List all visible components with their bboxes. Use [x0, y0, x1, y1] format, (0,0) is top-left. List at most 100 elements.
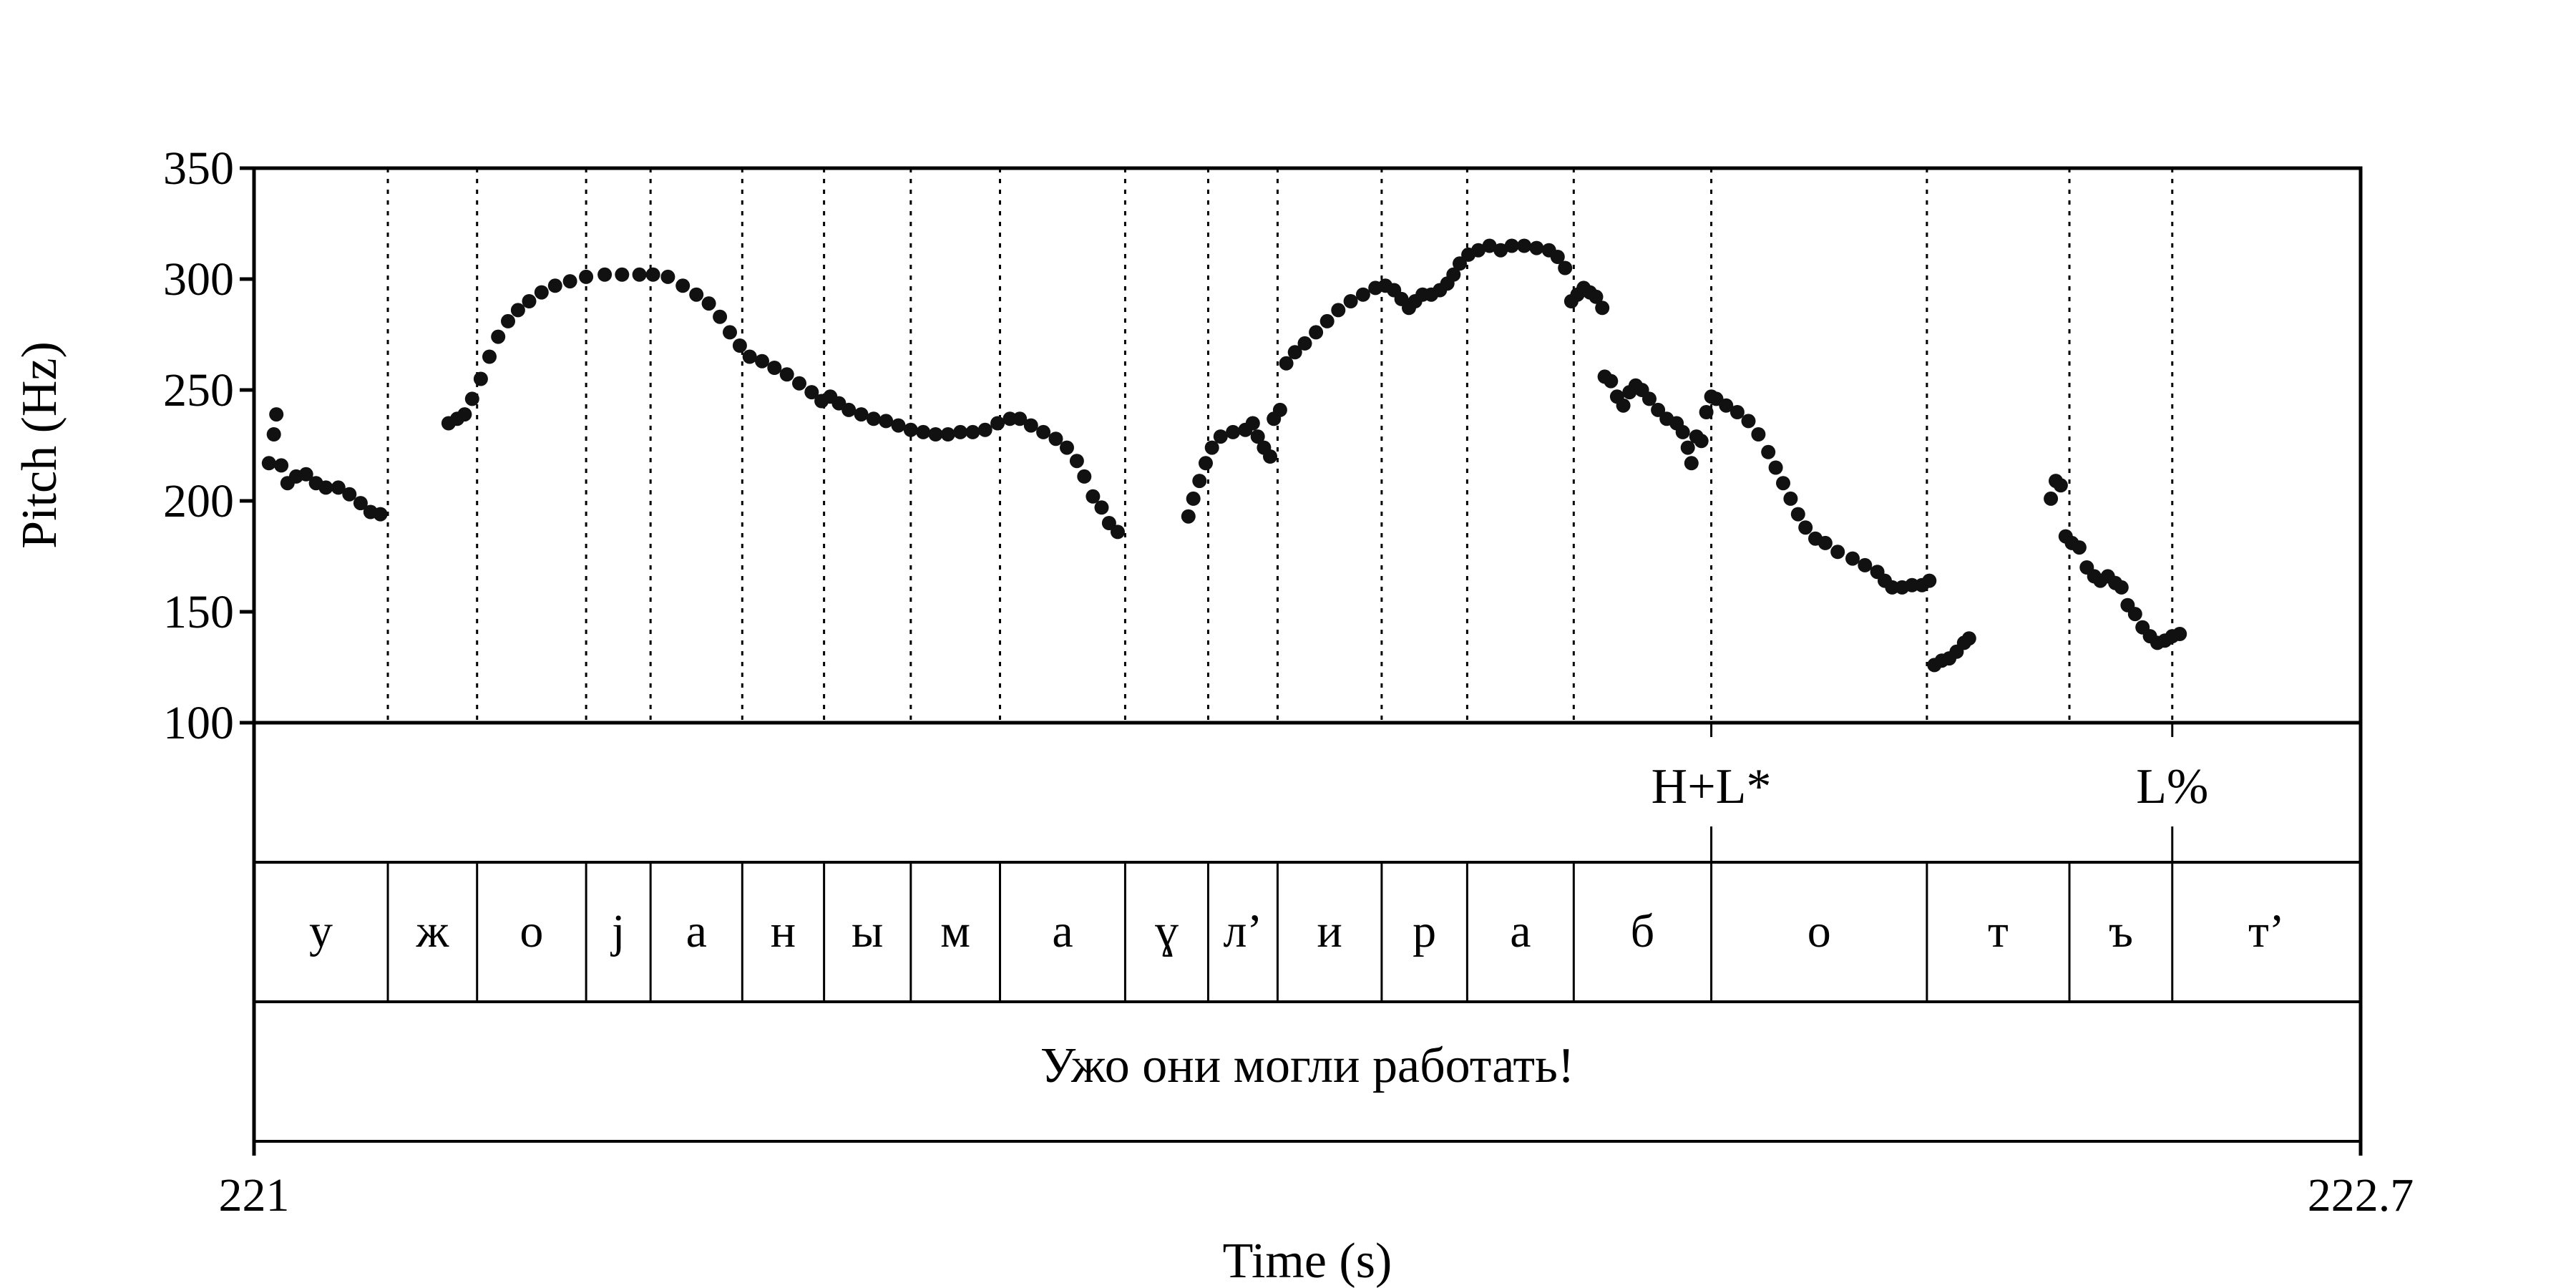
pitch-point	[534, 285, 549, 300]
pitch-point	[1343, 294, 1358, 308]
pitch-point	[1355, 287, 1370, 302]
pitch-point	[2114, 580, 2129, 595]
pitch-point	[2053, 478, 2068, 493]
phone-label: ъ	[2109, 905, 2133, 957]
pitch-point	[1845, 551, 1860, 566]
segment-boundaries	[386, 168, 2174, 1002]
pitch-point	[1002, 411, 1018, 426]
pitch-point	[1783, 491, 1798, 506]
pitch-point	[261, 456, 276, 471]
pitch-point	[266, 427, 281, 441]
pitch-point	[547, 278, 562, 293]
pitch-point	[491, 329, 506, 344]
pitch-point	[1036, 424, 1051, 439]
pitch-point	[353, 496, 368, 511]
pitch-point	[645, 267, 660, 282]
phone-label: о	[1807, 905, 1831, 957]
phone-label: ж	[416, 905, 449, 957]
pitch-point	[1263, 449, 1277, 464]
tone-tier-frame	[253, 721, 2362, 864]
pitch-point	[977, 422, 992, 437]
pitch-point	[1446, 267, 1461, 282]
phone-label: н	[771, 905, 796, 957]
pitch-point	[1023, 418, 1038, 433]
pitch-point	[269, 407, 284, 422]
pitch-point	[1751, 427, 1766, 441]
pitch-point	[1616, 398, 1631, 413]
pitch-point	[879, 414, 894, 429]
pitch-point	[1675, 424, 1690, 439]
pitch-point	[482, 349, 497, 364]
y-axis-label: Pitch (Hz)	[12, 341, 67, 549]
pitch-point	[1768, 460, 1783, 475]
pitch-point	[675, 278, 691, 293]
pitch-plot-frame	[252, 166, 2363, 725]
pitch-point	[1790, 507, 1805, 522]
y-tick-label: 100	[163, 697, 234, 749]
pitch-point	[373, 507, 388, 522]
y-tick-label: 200	[163, 475, 234, 527]
pitch-point	[597, 267, 613, 282]
pitch-point	[723, 325, 737, 340]
pitch-point	[732, 338, 747, 353]
pitch-point	[1589, 289, 1604, 304]
pitch-point	[1048, 431, 1063, 447]
pitch-point	[331, 480, 346, 495]
pitch-point	[1729, 405, 1745, 419]
pitch-point	[1453, 256, 1467, 271]
pitch-point	[1060, 440, 1074, 455]
y-tick-label: 250	[163, 364, 234, 416]
pitch-point	[779, 367, 794, 382]
phone-label: а	[686, 905, 707, 957]
pitch-point	[1680, 440, 1695, 455]
phone-label: т’	[2248, 905, 2285, 957]
pitch-point	[522, 294, 537, 308]
pitch-point	[1529, 240, 1544, 255]
pitch-point	[1309, 325, 1324, 340]
phone-label: а	[1510, 905, 1531, 957]
y-axis-ticks: 100 150 200 250 300 350	[163, 142, 254, 749]
pitch-point	[1818, 535, 1833, 550]
pitch-point	[1272, 402, 1287, 417]
pitch-point	[1517, 238, 1532, 253]
pitch-point	[457, 407, 472, 422]
pitch-point	[1922, 573, 1937, 588]
pitch-point	[1245, 416, 1260, 431]
pitch-point	[1204, 440, 1219, 455]
pitch-point	[903, 422, 918, 437]
pitch-point	[1199, 456, 1213, 471]
tone-label: L%	[2136, 759, 2208, 814]
pitch-point	[1905, 577, 1920, 592]
phone-label: м	[940, 905, 970, 957]
pitch-point	[1186, 491, 1201, 506]
pitch-point	[1279, 356, 1294, 371]
phone-label: у	[309, 905, 333, 957]
pitch-point	[1694, 434, 1709, 449]
pitch-point	[2127, 607, 2142, 622]
pitch-point	[1077, 469, 1092, 484]
pitch-point	[990, 416, 1005, 431]
pitch-point	[866, 411, 881, 426]
pitch-point	[1493, 243, 1508, 258]
pitch-point	[1550, 250, 1565, 264]
pitch-point	[1111, 525, 1125, 540]
pitch-point	[928, 427, 943, 441]
pitch-point	[940, 427, 955, 441]
pitch-point	[1741, 414, 1756, 429]
pitch-point	[1504, 238, 1519, 253]
pitch-point	[1226, 424, 1241, 439]
pitch-point	[1319, 313, 1335, 328]
pitch-point	[965, 424, 980, 439]
phone-label: ɣ	[1155, 905, 1179, 957]
phone-label: ы	[852, 905, 883, 957]
pitch-point	[1287, 345, 1302, 360]
pitch-point	[473, 371, 488, 386]
pitch-point	[1595, 301, 1610, 316]
phone-label: о	[519, 905, 543, 957]
pitch-point	[1297, 336, 1312, 351]
y-tick-label: 300	[163, 253, 234, 306]
pitch-point	[1101, 516, 1116, 530]
pitch-point	[1094, 500, 1109, 515]
pitch-point	[1830, 545, 1845, 560]
